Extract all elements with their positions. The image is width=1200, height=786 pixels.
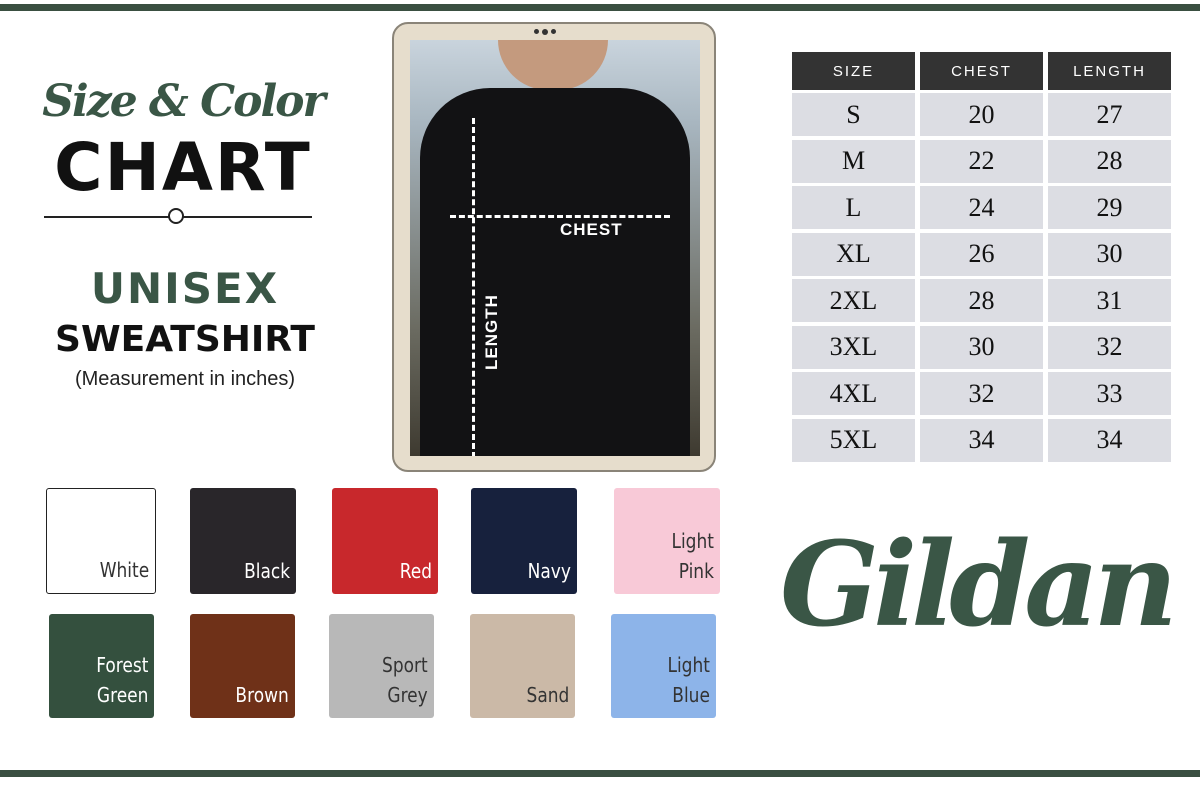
swatch-label: Navy <box>527 559 571 583</box>
table-cell-size: XL <box>792 232 915 276</box>
table-cell-size: 2XL <box>792 279 915 322</box>
camera-dot-icon <box>551 29 556 34</box>
title-script: Size & Color <box>42 76 325 127</box>
table-cell-size: M <box>792 139 915 183</box>
table-cell-length: 31 <box>1048 279 1171 322</box>
product-name: SWEATSHIRT <box>55 319 315 360</box>
swatch-sand: Sand <box>470 614 575 718</box>
table-cell-length: 30 <box>1048 232 1171 276</box>
swatch-label: Light Blue <box>667 653 710 707</box>
swatch-label: Forest Green <box>95 653 148 707</box>
ring-ornament-icon <box>168 208 184 224</box>
column-header-chest: CHEST <box>920 52 1043 90</box>
swatch-red: Red <box>332 488 438 594</box>
length-line <box>472 118 475 456</box>
swatch-label: Sport Grey <box>382 653 428 707</box>
chest-label: CHEST <box>560 220 623 239</box>
table-cell-chest: 20 <box>920 93 1043 136</box>
swatch-navy: Navy <box>471 488 577 594</box>
swatch-label: Light Pink <box>671 529 714 583</box>
table-cell-chest: 30 <box>920 325 1043 369</box>
bottom-border <box>0 770 1200 777</box>
table-cell-length: 27 <box>1048 93 1171 136</box>
table-cell-size: S <box>792 93 915 136</box>
table-cell-chest: 22 <box>920 139 1043 183</box>
table-cell-size: L <box>792 186 915 229</box>
table-cell-length: 28 <box>1048 139 1171 183</box>
camera-dot-icon <box>534 29 539 34</box>
table-cell-length: 29 <box>1048 186 1171 229</box>
table-cell-length: 33 <box>1048 372 1171 415</box>
table-cell-chest: 26 <box>920 232 1043 276</box>
sweatshirt-image <box>420 88 690 456</box>
table-cell-chest: 24 <box>920 186 1043 229</box>
swatch-label: White <box>99 558 149 582</box>
model-head <box>498 40 608 90</box>
column-header-length: LENGTH <box>1048 52 1171 90</box>
table-cell-size: 4XL <box>792 372 915 415</box>
swatch-brown: Brown <box>190 614 295 718</box>
swatch-black: Black <box>190 488 296 594</box>
swatch-light-pink: Light Pink <box>614 488 720 594</box>
swatch-light-blue: Light Blue <box>611 614 716 718</box>
product-line: UNISEX <box>90 264 280 313</box>
swatch-white: White <box>46 488 156 594</box>
brand-logo: Gildan <box>780 517 1178 653</box>
table-cell-length: 32 <box>1048 325 1171 369</box>
length-label: LENGTH <box>482 294 501 370</box>
swatch-label: Red <box>399 559 432 583</box>
swatch-label: Black <box>243 559 290 583</box>
table-cell-chest: 28 <box>920 279 1043 322</box>
title-main: CHART <box>54 129 312 206</box>
swatch-forest-green: Forest Green <box>49 614 154 718</box>
table-cell-size: 5XL <box>792 418 915 462</box>
table-cell-size: 3XL <box>792 325 915 369</box>
tablet-frame: CHEST LENGTH <box>392 22 716 472</box>
table-cell-chest: 32 <box>920 372 1043 415</box>
table-cell-length: 34 <box>1048 418 1171 462</box>
unit-note: (Measurement in inches) <box>74 368 296 390</box>
swatch-label: Brown <box>235 683 289 707</box>
swatch-label: Sand <box>526 683 569 707</box>
top-border <box>0 4 1200 11</box>
swatch-sport-grey: Sport Grey <box>329 614 434 718</box>
table-cell-chest: 34 <box>920 418 1043 462</box>
camera-dot-icon <box>542 29 548 35</box>
model-photo: CHEST LENGTH <box>410 40 700 456</box>
column-header-size: SIZE <box>792 52 915 90</box>
chest-line <box>450 215 670 218</box>
